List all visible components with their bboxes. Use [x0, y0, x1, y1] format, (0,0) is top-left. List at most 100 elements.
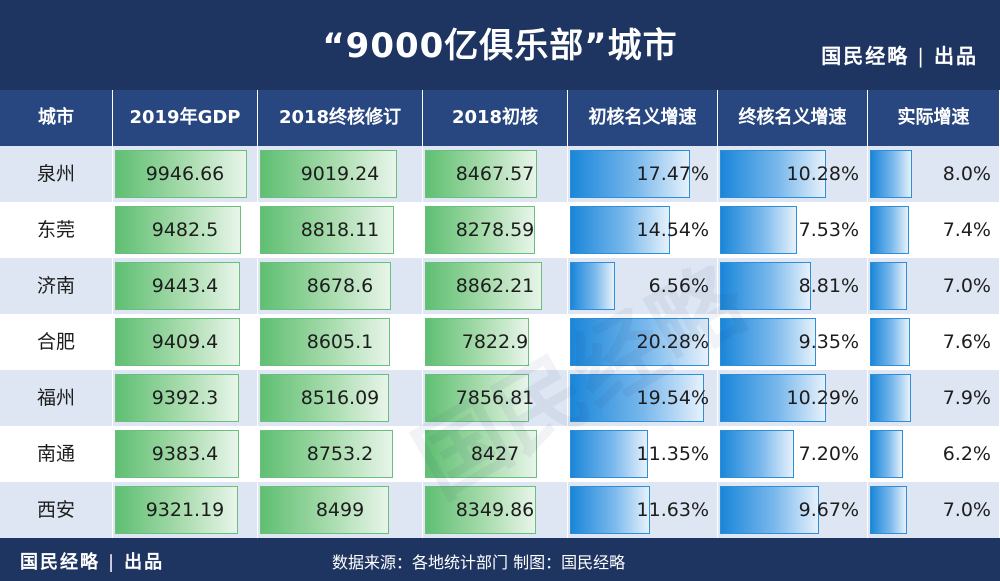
col-gdp-2019-cell: 9392.3 — [113, 370, 258, 426]
cell-value: 7.0% — [942, 275, 991, 297]
header-col-real-growth: 实际增速 — [868, 90, 1000, 146]
col-final-growth-cell: 9.35% — [718, 314, 868, 370]
value-bar — [260, 486, 389, 534]
growth-bar — [720, 150, 826, 198]
brand-suffix: 出品 — [934, 44, 978, 68]
cell-value: 19.54% — [636, 387, 709, 409]
col-gdp-2019-cell: 9482.5 — [113, 202, 258, 258]
table-row: 西安 9321.19 8499 8349.86 11.63% 9.67% 7.0% — [0, 482, 1000, 538]
col-final-growth-cell: 8.81% — [718, 258, 868, 314]
value-bar — [425, 206, 535, 254]
cell-value: 8349.86 — [455, 499, 535, 521]
cell-value: 8862.21 — [455, 275, 535, 297]
col-real-growth-cell: 7.0% — [868, 482, 1000, 538]
table-row: 南通 9383.4 8753.2 8427 11.35% 7.20% 6.2% — [0, 426, 1000, 482]
cell-value: 9443.4 — [151, 275, 219, 297]
footer-brand-separator: | — [108, 552, 117, 573]
value-bar — [260, 374, 389, 422]
col-initial-2018-cell: 8467.57 — [423, 146, 568, 202]
col-city-cell: 泉州 — [0, 146, 113, 202]
value-bar — [115, 262, 240, 310]
col-city-cell: 福州 — [0, 370, 113, 426]
col-gdp-2019-cell: 9321.19 — [113, 482, 258, 538]
growth-bar — [570, 374, 704, 422]
cell-value: 8605.1 — [306, 331, 374, 353]
col-gdp-2019-cell: 9946.66 — [113, 146, 258, 202]
cell-value: 9321.19 — [145, 499, 225, 521]
col-gdp-2019-cell: 9409.4 — [113, 314, 258, 370]
cell-value: 7822.9 — [461, 331, 529, 353]
growth-bar — [870, 430, 903, 478]
cell-value: 6.2% — [942, 443, 991, 465]
col-final-2018-cell: 8516.09 — [258, 370, 423, 426]
cell-value: 8278.59 — [455, 219, 535, 241]
col-real-growth-cell: 7.4% — [868, 202, 1000, 258]
cell-value: 8753.2 — [306, 443, 374, 465]
value-bar — [260, 262, 391, 310]
col-initial-2018-cell: 7856.81 — [423, 370, 568, 426]
value-bar — [425, 486, 536, 534]
cell-value: 14.54% — [636, 219, 709, 241]
cell-value: 9.35% — [798, 331, 859, 353]
col-final-2018-cell: 8753.2 — [258, 426, 423, 482]
data-table: 城市 2019年GDP 2018终核修订 2018初核 初核名义增速 终核名义增速 实际增速… — [0, 90, 1000, 538]
cell-value: 17.47% — [636, 163, 709, 185]
cell-value: 11.35% — [636, 443, 709, 465]
col-real-growth-cell: 7.0% — [868, 258, 1000, 314]
value-bar — [425, 262, 542, 310]
col-final-growth-cell: 7.53% — [718, 202, 868, 258]
value-bar — [115, 374, 239, 422]
col-initial-2018-cell: 8862.21 — [423, 258, 568, 314]
header-bar: “9000亿俱乐部”城市 国民经略 | 出品 — [0, 0, 1000, 90]
cell-value: 9383.4 — [151, 443, 219, 465]
col-city-cell: 西安 — [0, 482, 113, 538]
cell-value: 10.28% — [786, 163, 859, 185]
growth-bar — [720, 374, 826, 422]
header-col-city: 城市 — [0, 90, 113, 146]
growth-bar — [870, 206, 909, 254]
brand-separator: | — [917, 44, 926, 68]
col-initial-growth-cell: 11.35% — [568, 426, 718, 482]
value-bar — [115, 486, 238, 534]
col-initial-2018-cell: 7822.9 — [423, 314, 568, 370]
cell-value: 8427 — [470, 443, 520, 465]
growth-bar — [570, 262, 615, 310]
growth-bar — [570, 486, 650, 534]
cell-value: 7.9% — [942, 387, 991, 409]
growth-bar — [720, 262, 811, 310]
col-final-growth-cell: 10.28% — [718, 146, 868, 202]
cell-value: 9392.3 — [151, 387, 219, 409]
col-initial-growth-cell: 19.54% — [568, 370, 718, 426]
cell-value: 8818.11 — [300, 219, 380, 241]
cell-value: 7.0% — [942, 499, 991, 521]
value-bar — [425, 150, 537, 198]
growth-bar — [720, 206, 797, 254]
col-final-2018-cell: 8605.1 — [258, 314, 423, 370]
col-final-2018-cell: 8499 — [258, 482, 423, 538]
value-bar — [115, 430, 239, 478]
cell-value: 9482.5 — [151, 219, 219, 241]
footer-bar: 国民经略 | 出品 数据来源：各地统计部门 制图：国民经略 — [0, 538, 1000, 581]
growth-bar — [570, 150, 690, 198]
brand-bottom: 国民经略 | 出品 — [20, 548, 164, 574]
header-col-gdp-2019: 2019年GDP — [113, 90, 258, 146]
cell-value: 8.81% — [798, 275, 859, 297]
cell-value: 20.28% — [636, 331, 709, 353]
growth-bar — [570, 206, 670, 254]
cell-value: 7.6% — [942, 331, 991, 353]
growth-bar — [870, 262, 907, 310]
cell-value: 8499 — [315, 499, 365, 521]
col-real-growth-cell: 6.2% — [868, 426, 1000, 482]
cell-value: 8678.6 — [306, 275, 374, 297]
col-final-2018-cell: 8818.11 — [258, 202, 423, 258]
header-col-final-growth: 终核名义增速 — [718, 90, 868, 146]
col-initial-2018-cell: 8349.86 — [423, 482, 568, 538]
col-initial-growth-cell: 14.54% — [568, 202, 718, 258]
table-header-row: 城市 2019年GDP 2018终核修订 2018初核 初核名义增速 终核名义增速 实际增速 — [0, 90, 1000, 146]
col-final-2018-cell: 9019.24 — [258, 146, 423, 202]
page-title: “9000亿俱乐部”城市 — [322, 26, 678, 66]
value-bar — [260, 206, 394, 254]
value-bar — [425, 430, 537, 478]
growth-bar — [870, 318, 910, 366]
value-bar — [115, 318, 240, 366]
